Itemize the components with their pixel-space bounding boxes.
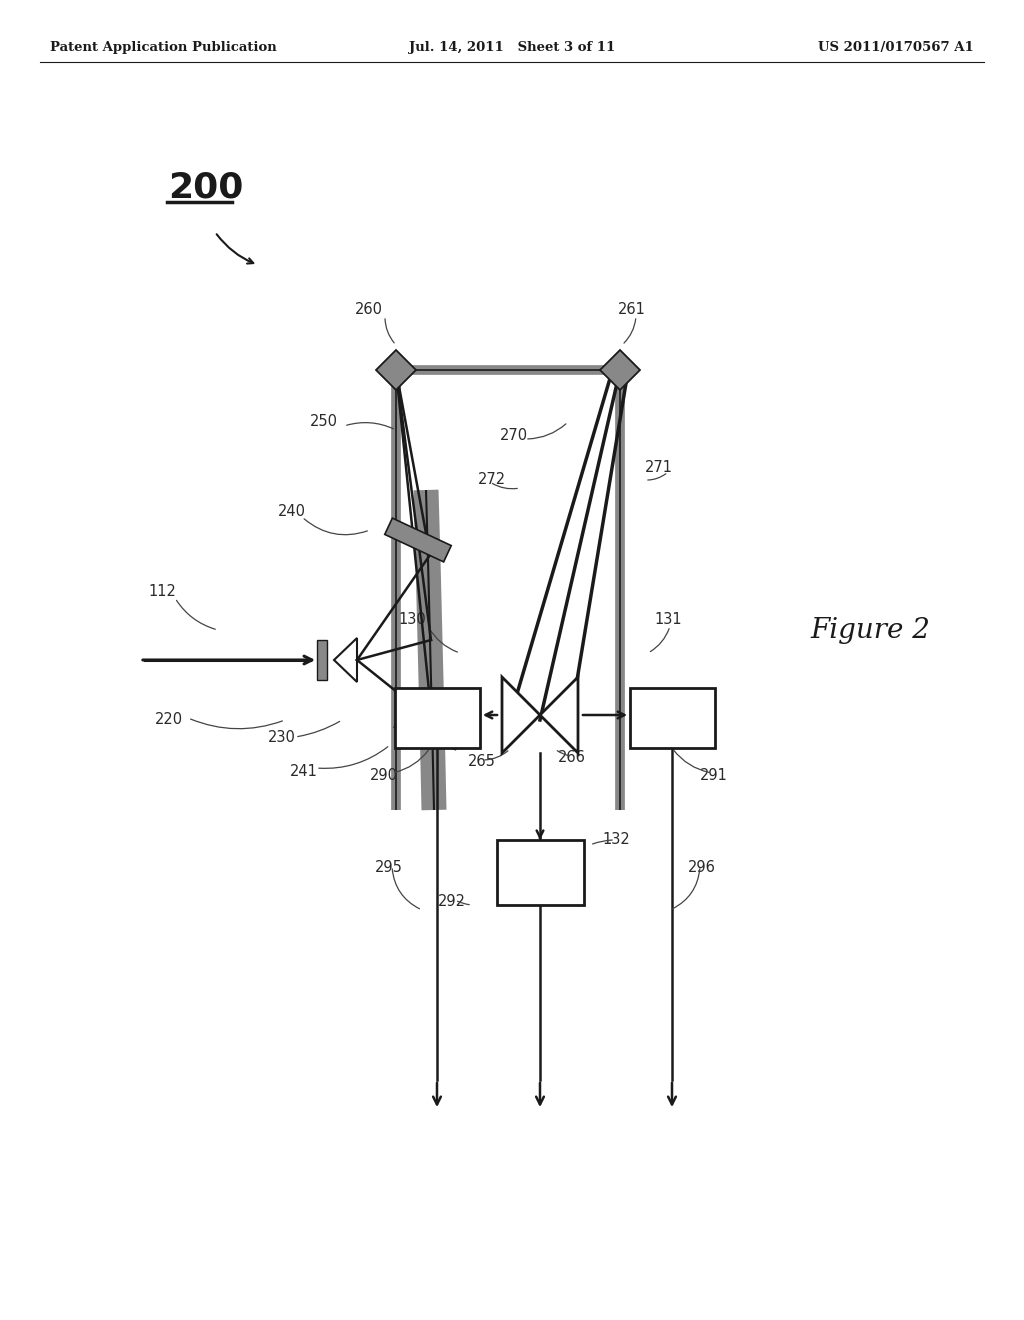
Text: 241: 241 — [290, 764, 317, 780]
Text: Jul. 14, 2011   Sheet 3 of 11: Jul. 14, 2011 Sheet 3 of 11 — [409, 41, 615, 54]
Text: 240: 240 — [278, 504, 306, 520]
Text: 265: 265 — [468, 755, 496, 770]
Bar — [497, 840, 584, 906]
Bar — [317, 640, 327, 680]
Polygon shape — [394, 710, 462, 750]
Text: 132: 132 — [602, 833, 630, 847]
Text: Patent Application Publication: Patent Application Publication — [50, 41, 276, 54]
Text: 230: 230 — [268, 730, 296, 746]
Text: Figure 2: Figure 2 — [810, 616, 930, 644]
Text: 296: 296 — [688, 861, 716, 875]
Text: 200: 200 — [168, 172, 244, 205]
Bar — [630, 688, 715, 748]
Polygon shape — [600, 350, 640, 389]
Text: 290: 290 — [370, 767, 398, 783]
Text: 291: 291 — [700, 767, 728, 783]
Text: 270: 270 — [500, 428, 528, 442]
Polygon shape — [334, 638, 357, 682]
Polygon shape — [540, 677, 578, 752]
Text: 260: 260 — [355, 302, 383, 318]
Text: 295: 295 — [375, 861, 402, 875]
Text: 266: 266 — [558, 751, 586, 766]
Text: 131: 131 — [654, 612, 682, 627]
Text: 130: 130 — [398, 612, 426, 627]
Bar — [395, 688, 480, 748]
Polygon shape — [385, 519, 452, 562]
Text: 272: 272 — [478, 473, 506, 487]
Text: 292: 292 — [438, 895, 466, 909]
Text: 220: 220 — [155, 713, 183, 727]
Text: 261: 261 — [618, 302, 646, 318]
Polygon shape — [376, 350, 416, 389]
Text: 250: 250 — [310, 414, 338, 429]
Text: 297: 297 — [545, 895, 573, 909]
Text: US 2011/0170567 A1: US 2011/0170567 A1 — [818, 41, 974, 54]
Text: 271: 271 — [645, 461, 673, 475]
Text: 112: 112 — [148, 585, 176, 599]
Polygon shape — [502, 677, 540, 752]
